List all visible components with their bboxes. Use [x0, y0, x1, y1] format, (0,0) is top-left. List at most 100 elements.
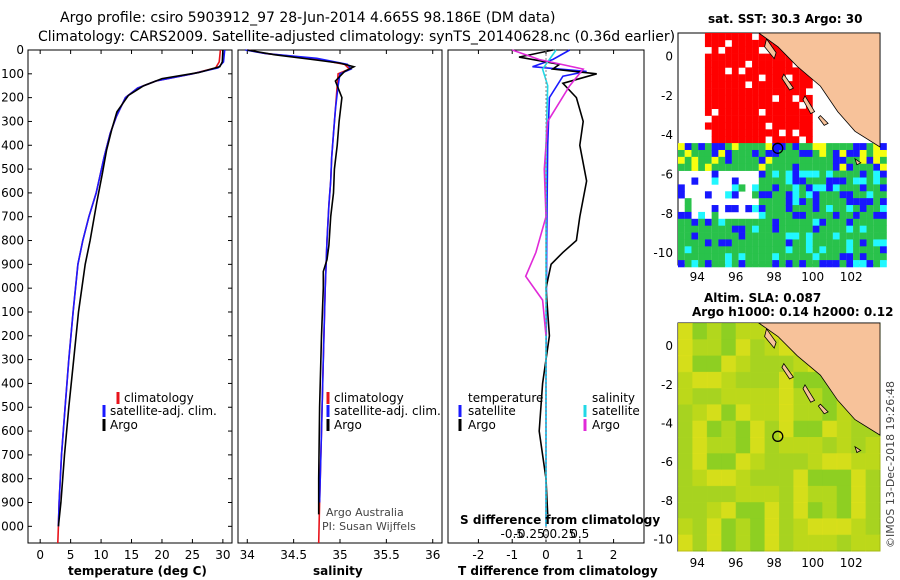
sla-cell: [706, 404, 722, 422]
sla-cell: [750, 485, 766, 503]
sla-cell: [851, 534, 867, 552]
sst-cell: [799, 225, 806, 233]
sst-cell: [718, 260, 726, 268]
sst-cell: [792, 239, 800, 247]
sla-cell: [721, 437, 737, 454]
sla-cell: [807, 502, 823, 519]
sst-cell: [846, 184, 854, 192]
sst-cell: [873, 218, 881, 226]
sst-cell: [738, 94, 746, 103]
sst-cell: [792, 149, 800, 158]
sst-cell: [772, 129, 780, 137]
sst-cell: [678, 260, 685, 268]
lon-tick-label: 100: [801, 556, 824, 570]
sst-cell: [772, 53, 780, 61]
sst-cell: [725, 101, 732, 110]
sst-cell: [752, 122, 759, 130]
sla-cell: [793, 534, 809, 552]
argo-float-marker: [772, 142, 784, 154]
sst-cell: [765, 74, 773, 82]
s-difference-tick-label: 0.25: [550, 527, 577, 541]
sst-cell: [792, 191, 800, 199]
sst-cell: [752, 101, 759, 110]
sst-cell: [758, 122, 766, 130]
sst-cell: [779, 239, 786, 247]
sst-cell: [826, 149, 833, 158]
sst-cell: [799, 184, 806, 192]
sst-cell: [805, 74, 813, 82]
sst-cell: [866, 149, 874, 158]
sst-cell: [711, 60, 719, 68]
sla-cell: [692, 388, 708, 405]
sst-cell: [785, 246, 793, 254]
sst-cell: [785, 122, 793, 130]
sst-cell: [839, 163, 847, 171]
sst-cell: [866, 163, 874, 171]
sst-cell: [785, 205, 793, 213]
sst-cell: [678, 218, 685, 226]
sst-cell: [745, 246, 753, 254]
sst-cell: [792, 101, 800, 110]
sst-cell: [779, 101, 786, 110]
sla-cell: [721, 502, 737, 519]
t-difference-xlabel: T difference from climatology: [458, 564, 658, 578]
sst-cell: [832, 170, 840, 178]
sst-cell: [832, 143, 840, 151]
sst-cell: [826, 156, 833, 165]
sla-cell: [865, 534, 881, 552]
sst-cell: [812, 163, 820, 171]
sst-cell: [698, 163, 705, 171]
sst-cell: [785, 101, 793, 110]
sla-cell: [779, 404, 794, 422]
sst-cell: [698, 225, 705, 233]
sst-cell: [725, 94, 732, 103]
sst-cell: [873, 239, 881, 247]
salinity-tick-label: 35: [332, 548, 347, 562]
sst-cell: [745, 39, 753, 48]
sla-cell: [678, 388, 693, 405]
sst-cell: [752, 260, 759, 268]
sla-cell: [735, 485, 751, 503]
sla-cell: [735, 355, 751, 373]
sst-cell: [812, 225, 820, 233]
sst-cell: [880, 184, 887, 192]
depth-tick-label: 300: [1, 114, 24, 128]
sst-cell: [826, 170, 833, 178]
sst-cell: [765, 170, 773, 178]
sst-cell: [772, 149, 780, 158]
sst-cell: [812, 184, 820, 192]
sst-cell: [745, 232, 753, 240]
sla-cell: [750, 323, 766, 340]
sla-cell: [750, 404, 766, 422]
sumatra-land: [757, 32, 881, 148]
sst-cell: [725, 205, 732, 213]
sst-cell: [792, 225, 800, 233]
sla-cell: [750, 518, 766, 536]
sst-cell: [873, 156, 881, 165]
sst-cell: [873, 232, 881, 240]
sst-cell: [819, 198, 827, 206]
sst-cell: [745, 163, 753, 171]
sla-cell: [836, 485, 852, 503]
sst-cell: [853, 246, 860, 254]
sla-cell: [678, 339, 693, 357]
sst-cell: [758, 129, 766, 137]
sst-cell: [725, 129, 732, 137]
sst-cell: [684, 198, 692, 206]
island-land: [802, 383, 816, 403]
sst-cell: [785, 143, 793, 151]
sst-cell: [880, 246, 887, 254]
sst-cell: [738, 136, 746, 144]
sst-cell: [745, 122, 753, 130]
sst-cell: [738, 239, 746, 247]
sst-cell: [779, 163, 786, 171]
sst-cell: [805, 205, 813, 213]
sst-cell: [752, 81, 759, 89]
sst-cell: [758, 184, 766, 192]
sla-cell: [822, 404, 838, 422]
depth-tick-label: 1600: [0, 424, 24, 438]
t-difference-tick-label: 1: [576, 548, 584, 562]
sla-cell: [692, 323, 708, 340]
legend-s-satellite-label: satellite: [592, 404, 640, 418]
sst-cell: [758, 115, 766, 123]
